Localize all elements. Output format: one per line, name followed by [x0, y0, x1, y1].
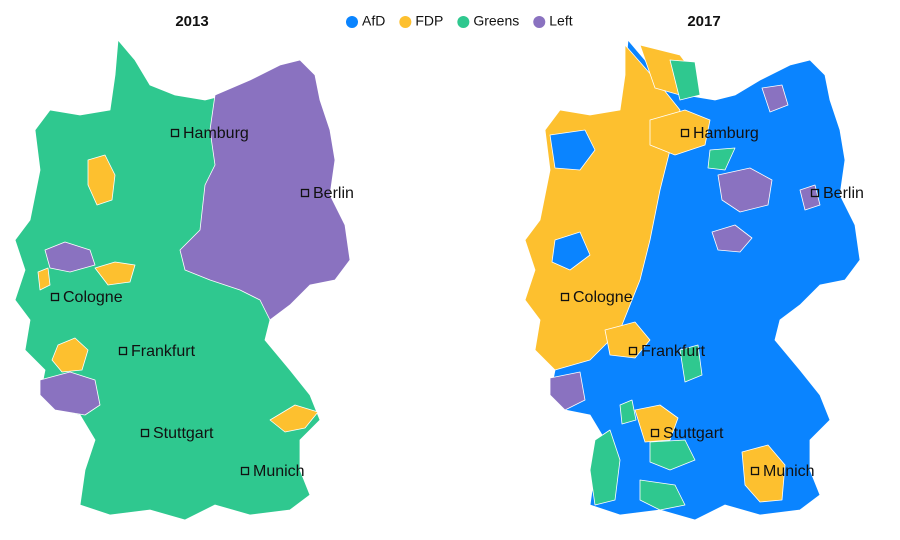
city-label: Frankfurt: [641, 343, 706, 360]
region: [741, 444, 786, 503]
region: [87, 154, 116, 206]
city-label: Berlin: [823, 185, 864, 202]
region: [39, 371, 101, 416]
map-title: 2013: [175, 13, 208, 30]
region: [649, 439, 696, 471]
city-label: Munich: [253, 463, 305, 480]
city-label: Cologne: [573, 289, 633, 306]
city-label: Hamburg: [693, 125, 759, 142]
city-label: Stuttgart: [153, 425, 214, 442]
city-marker: [560, 292, 570, 302]
city-marker: [118, 346, 128, 356]
legend-swatch: [399, 16, 412, 28]
city-marker: [50, 292, 60, 302]
city-marker: [810, 188, 820, 198]
region: [37, 267, 51, 291]
legend-swatch: [533, 16, 546, 28]
city-marker: [300, 188, 310, 198]
city-label: Frankfurt: [131, 343, 196, 360]
city-marker: [650, 428, 660, 438]
city-label: Berlin: [313, 185, 354, 202]
city-marker: [240, 466, 250, 476]
map-2013: [14, 39, 351, 521]
region: [799, 184, 821, 211]
region: [51, 337, 89, 373]
city-marker: [628, 346, 638, 356]
region: [179, 59, 351, 321]
region: [589, 429, 621, 506]
region: [604, 321, 651, 359]
region: [649, 109, 711, 156]
city-marker: [170, 128, 180, 138]
city-labels: Hamburg Berlin Cologne Frankfurt Stuttgart Mu…: [50, 125, 864, 480]
city-marker: [140, 428, 150, 438]
city-marker: [680, 128, 690, 138]
city-marker: [750, 466, 760, 476]
map-2017: [524, 39, 861, 521]
city-label: Hamburg: [183, 125, 249, 142]
region: [634, 404, 679, 443]
region: [639, 479, 686, 511]
legend-label: Left: [549, 13, 572, 29]
region: [707, 147, 736, 171]
map-title: 2017: [687, 13, 720, 30]
region: [761, 84, 789, 113]
legend-label: Greens: [473, 13, 519, 29]
legend-label: FDP: [415, 13, 443, 29]
region: [549, 129, 596, 171]
region: [679, 344, 703, 383]
region: [711, 224, 753, 253]
legend-swatch: [457, 16, 470, 28]
legend: AfD FDP Greens Left: [346, 13, 573, 29]
region: [669, 59, 701, 101]
region: [269, 404, 319, 433]
city-label: Stuttgart: [663, 425, 724, 442]
region: [94, 261, 136, 286]
city-label: Cologne: [63, 289, 123, 306]
region: [524, 44, 681, 371]
region: [551, 231, 591, 271]
city-label: Munich: [763, 463, 815, 480]
region: [717, 167, 773, 213]
legend-label: AfD: [362, 13, 385, 29]
region: [549, 371, 586, 411]
region: [44, 241, 96, 273]
legend-swatch: [346, 16, 358, 28]
region: [619, 399, 637, 425]
